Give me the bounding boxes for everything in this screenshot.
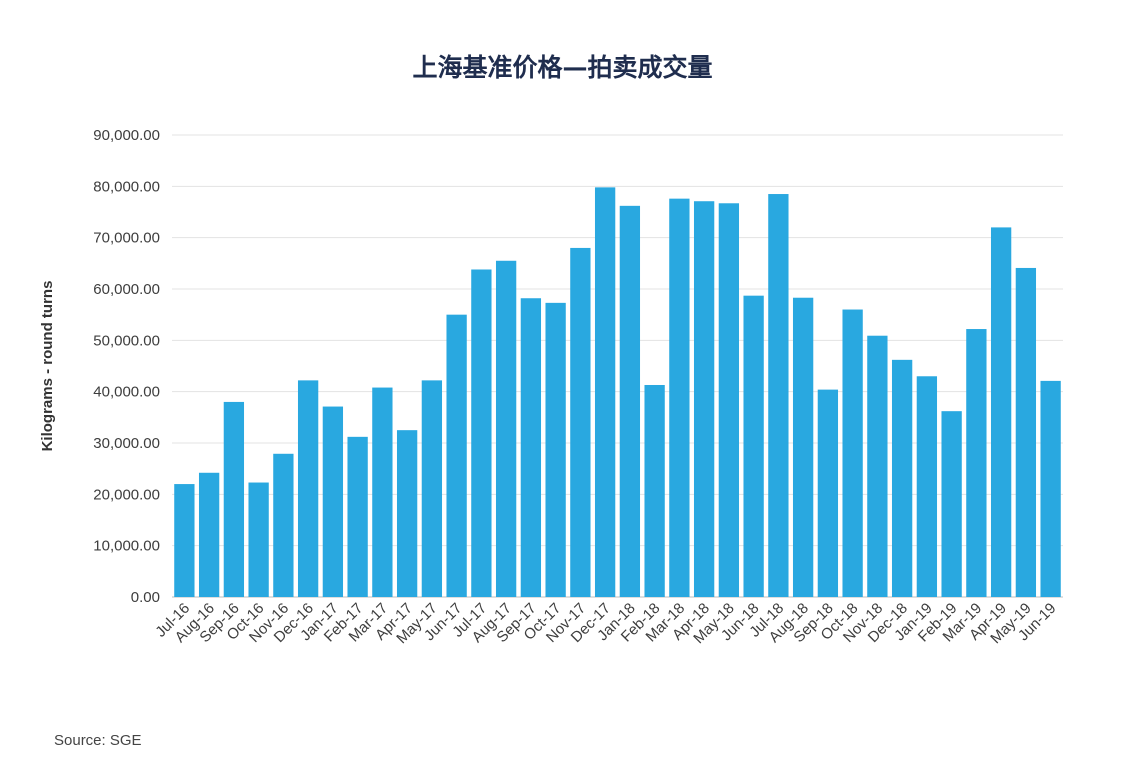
bar-apr-19 (990, 227, 1012, 597)
bar-oct-17 (545, 302, 566, 597)
bar-may-19 (1015, 267, 1037, 597)
bar-jun-18 (743, 295, 764, 597)
bar-oct-16 (248, 482, 269, 597)
bar-nov-17 (570, 247, 591, 597)
chart-title: 上海基准价格—拍卖成交量 (412, 53, 713, 82)
gridlines (172, 134, 1063, 598)
bar-jul-18 (768, 194, 789, 598)
bar-may-18 (718, 203, 740, 598)
bar-jun-17 (446, 314, 467, 597)
bar-aug-18 (792, 297, 814, 597)
bar-dec-16 (297, 380, 319, 597)
bar-mar-19 (966, 329, 987, 597)
bar-jan-17 (322, 406, 344, 597)
source-note: Source: SGE (54, 732, 142, 749)
y-tick-label: 60,000.00 (93, 281, 160, 298)
bars (174, 187, 1061, 598)
bar-sep-17 (520, 298, 542, 597)
y-tick-label: 50,000.00 (93, 332, 160, 349)
bar-may-17 (421, 380, 443, 597)
bar-nov-16 (273, 453, 294, 597)
y-axis-ticks: 0.00 10,000.00 20,000.00 30,000.00 40,000.00… (93, 127, 160, 606)
y-tick-label: 30,000.00 (93, 435, 160, 452)
bar-feb-19 (941, 411, 962, 597)
bar-aug-16 (198, 472, 220, 597)
bar-nov-18 (867, 335, 888, 597)
bar-jun-19 (1040, 380, 1061, 597)
y-tick-label: 40,000.00 (93, 384, 160, 401)
y-tick-label: 70,000.00 (93, 230, 160, 247)
bar-feb-18 (644, 384, 665, 597)
bar-jul-17 (471, 269, 492, 597)
y-tick-label: 10,000.00 (93, 538, 160, 555)
bar-apr-18 (693, 201, 715, 597)
y-axis-title: Kilograms - round turns (39, 281, 56, 452)
bar-jan-18 (619, 205, 641, 597)
bar-oct-18 (842, 309, 863, 597)
bar-sep-18 (817, 389, 839, 597)
bar-aug-17 (495, 260, 517, 597)
bar-mar-18 (669, 198, 690, 598)
bar-dec-18 (891, 359, 913, 597)
bar-jul-16 (174, 484, 195, 597)
bar-feb-17 (347, 436, 368, 597)
x-axis-ticks: Jul-16Aug-16Sep-16Oct-16Nov-16Dec-16Jan-… (152, 600, 1059, 647)
bar-jan-19 (916, 376, 938, 597)
bar-dec-17 (594, 187, 616, 598)
y-tick-label: 0.00 (131, 589, 160, 606)
bar-sep-16 (223, 401, 245, 597)
bar-apr-17 (396, 430, 418, 597)
y-tick-label: 20,000.00 (93, 486, 160, 503)
y-tick-label: 80,000.00 (93, 178, 160, 195)
y-tick-label: 90,000.00 (93, 127, 160, 144)
bar-mar-17 (372, 387, 393, 597)
